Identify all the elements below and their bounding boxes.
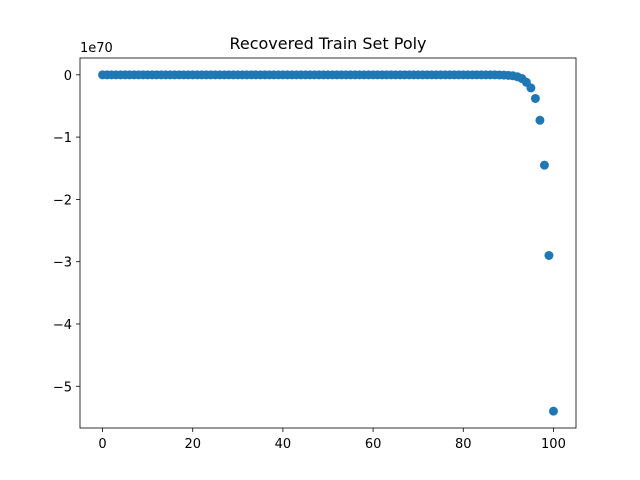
data-point (539, 160, 549, 170)
y-tick-label: −2 (53, 193, 72, 208)
data-points (98, 70, 558, 416)
y-offset-label: 1e70 (80, 41, 113, 56)
y-axis-ticks: 0 −1 −2 −3 −4 −5 (53, 69, 80, 395)
data-point (535, 115, 545, 125)
x-tick-label: 100 (541, 437, 566, 452)
y-tick-label: −4 (53, 318, 72, 333)
chart-title: Recovered Train Set Poly (229, 34, 426, 53)
x-tick-label: 0 (98, 437, 106, 452)
x-tick-label: 80 (455, 437, 472, 452)
data-point (544, 250, 554, 260)
x-tick-label: 20 (184, 437, 201, 452)
y-tick-label: 0 (64, 69, 72, 84)
y-tick-label: −5 (53, 380, 72, 395)
x-tick-label: 40 (275, 437, 292, 452)
data-point (548, 406, 558, 416)
y-tick-label: −1 (53, 131, 72, 146)
plot-frame (79, 57, 577, 429)
x-tick-label: 60 (365, 437, 382, 452)
x-axis-ticks: 0 20 40 60 80 100 (98, 428, 566, 452)
y-tick-label: −3 (53, 256, 72, 271)
data-point (526, 83, 536, 93)
data-point (530, 93, 540, 103)
